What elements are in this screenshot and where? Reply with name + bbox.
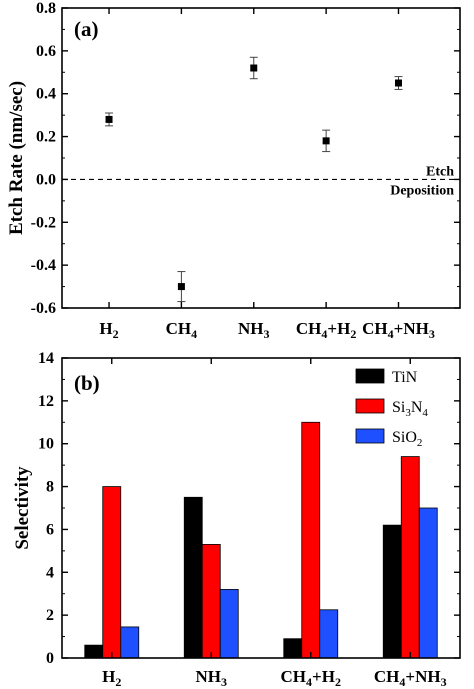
- selectivity-bar-si3n4: [400, 456, 420, 659]
- etch-rate-x-label: CH4: [166, 319, 198, 341]
- selectivity-bar-si3n4: [301, 421, 321, 659]
- legend-label-sio2: SiO2: [392, 429, 422, 449]
- selectivity-x-label-rest: +H: [312, 667, 335, 686]
- etch-rate-x-label-rest: +NH: [394, 319, 429, 338]
- selectivity-y-tick-label: 12: [38, 393, 54, 410]
- selectivity-x-label-sub2: 2: [335, 675, 341, 689]
- etch-rate-point: [177, 283, 185, 291]
- selectivity-bar-tin: [84, 644, 104, 659]
- selectivity-bar-tin: [382, 524, 402, 659]
- deposition-annotation: Deposition: [390, 183, 454, 198]
- etch-rate-x-label: NH3: [238, 319, 270, 341]
- etch-rate-x-label-sub2: 2: [350, 327, 356, 341]
- selectivity-y-tick-label: 6: [46, 521, 54, 538]
- etch-rate-y-axis-label: Etch Rate (nm/sec): [6, 81, 27, 235]
- etch-rate-x-label: CH4+NH3: [362, 319, 435, 341]
- selectivity-x-label: H2: [102, 667, 121, 689]
- panel-b-label: (b): [74, 371, 100, 395]
- selectivity-bar-tin: [283, 638, 303, 659]
- legend-label-sio2-sub: 2: [417, 437, 423, 449]
- selectivity-y-axis-label: Selectivity: [12, 466, 33, 550]
- etch-rate-y-tick-label: 0.8: [36, 0, 56, 17]
- selectivity-x-label-base: CH: [374, 667, 400, 686]
- panel-a-label: (a): [74, 17, 99, 41]
- selectivity-x-label-sub: 3: [221, 675, 227, 689]
- etch-rate-x-label-sub: 4: [321, 327, 327, 341]
- selectivity-x-label-base: H: [102, 667, 115, 686]
- etch-rate-axes: -0.6-0.4-0.20.00.20.40.60.8H2 CH4 NH3 CH4+H…: [31, 0, 460, 341]
- etch-rate-marks: [62, 56, 460, 303]
- legend-label-tin-base: TiN: [392, 369, 418, 386]
- etch-rate-x-label-sub: 3: [264, 327, 270, 341]
- selectivity-x-label-rest: +NH: [405, 667, 440, 686]
- selectivity-x-label-sub: 2: [115, 675, 121, 689]
- legend-label-si3n4-rest: N: [411, 399, 423, 416]
- etch-annotation: Etch: [426, 164, 454, 179]
- legend-swatch-sio2: [355, 428, 385, 444]
- etch-rate-point: [105, 115, 113, 123]
- etch-rate-y-tick-label: 0.0: [36, 171, 56, 188]
- selectivity-y-tick-label: 4: [46, 564, 54, 581]
- etch-rate-x-label-base: H: [99, 319, 112, 338]
- etch-rate-y-tick-label: 0.4: [36, 86, 56, 103]
- etch-rate-x-label-base: NH: [238, 319, 264, 338]
- selectivity-bar-sio2: [120, 626, 140, 659]
- etch-rate-x-label-rest: +H: [327, 319, 350, 338]
- etch-rate-x-label-base: CH: [296, 319, 322, 338]
- etch-rate-x-label-sub2: 3: [429, 327, 435, 341]
- selectivity-bar-sio2: [219, 589, 239, 659]
- etch-rate-x-label-base: CH: [362, 319, 388, 338]
- etch-rate-x-label-base: CH: [166, 319, 192, 338]
- selectivity-x-label-sub2: 3: [441, 675, 447, 689]
- selectivity-x-label-sub: 4: [306, 675, 312, 689]
- selectivity-y-tick-label: 14: [38, 350, 54, 367]
- etch-rate-y-tick-label: 0.2: [36, 129, 56, 146]
- etch-rate-point: [322, 137, 330, 145]
- legend-swatch-si3n4: [355, 398, 385, 414]
- selectivity-x-label-sub: 4: [399, 675, 405, 689]
- selectivity-x-label: CH4+H2: [281, 667, 341, 689]
- selectivity-x-label-base: CH: [281, 667, 307, 686]
- selectivity-bar-sio2: [319, 609, 339, 659]
- legend-label-sio2-base: SiO: [392, 429, 417, 446]
- selectivity-bar-si3n4: [201, 544, 221, 659]
- etch-rate-x-label-sub: 2: [113, 327, 119, 341]
- etch-rate-point: [394, 79, 402, 87]
- etch-rate-point: [250, 64, 258, 72]
- selectivity-y-tick-label: 0: [46, 650, 54, 667]
- legend-label-si3n4-sub: 3: [405, 407, 411, 419]
- etch-rate-x-label-sub: 4: [191, 327, 197, 341]
- selectivity-y-tick-label: 8: [46, 479, 54, 496]
- selectivity-y-tick-label: 2: [46, 607, 54, 624]
- legend-label-tin: TiN: [392, 369, 418, 386]
- etch-rate-y-tick-label: -0.6: [31, 300, 56, 317]
- etch-rate-y-tick-label: 0.6: [36, 43, 56, 60]
- selectivity-bar-tin: [183, 496, 203, 659]
- etch-rate-y-tick-label: -0.4: [31, 257, 56, 274]
- selectivity-x-label: CH4+NH3: [374, 667, 447, 689]
- etch-rate-x-label: H2: [99, 319, 118, 341]
- selectivity-bar-sio2: [418, 507, 438, 659]
- selectivity-y-tick-label: 10: [38, 436, 54, 453]
- legend-label-si3n4-sub2: 4: [422, 407, 428, 419]
- etch-rate-y-tick-label: -0.2: [31, 214, 56, 231]
- etch-rate-x-label: CH4+H2: [296, 319, 356, 341]
- selectivity-bar-si3n4: [102, 486, 122, 659]
- etch-rate-chart: -0.6-0.4-0.20.00.20.40.60.8H2 CH4 NH3 CH4+H…: [6, 0, 461, 341]
- selectivity-x-label: NH3: [196, 667, 228, 689]
- etch-rate-x-label-sub: 4: [388, 327, 394, 341]
- selectivity-bars: [84, 421, 438, 659]
- selectivity-x-label-base: NH: [196, 667, 222, 686]
- legend-swatch-tin: [355, 368, 385, 384]
- legend-label-si3n4: Si3N4: [392, 399, 428, 419]
- etch-rate-plot-frame: [61, 7, 461, 309]
- legend-label-si3n4-base: Si: [392, 399, 406, 416]
